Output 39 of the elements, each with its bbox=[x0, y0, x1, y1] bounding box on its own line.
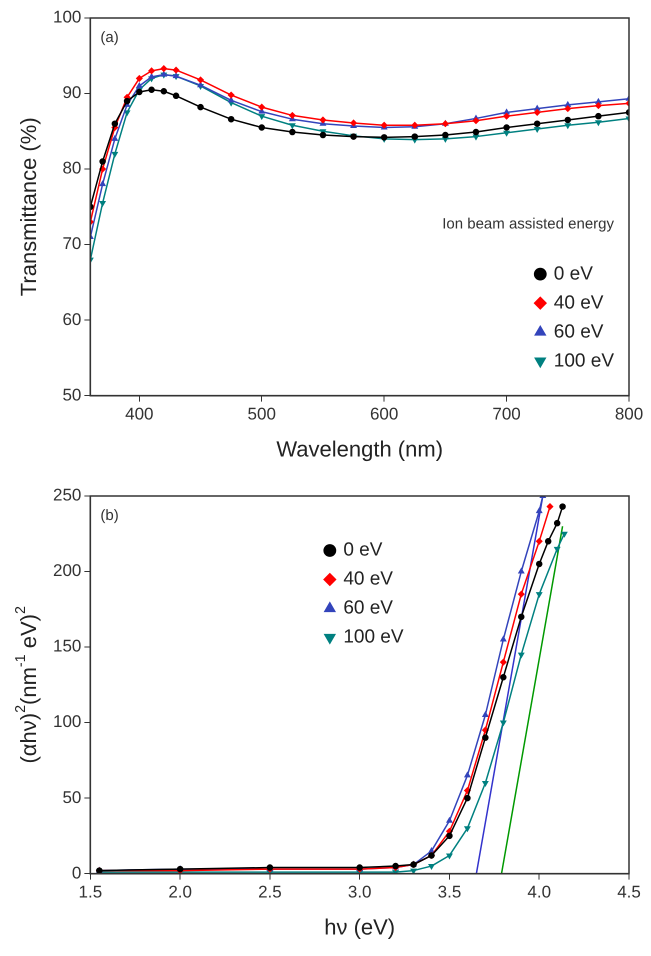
y-tick-label: 100 bbox=[52, 8, 82, 27]
legend-label: 100 eV bbox=[343, 626, 404, 648]
annotation: (b) bbox=[100, 507, 119, 524]
y-tick-label: 90 bbox=[62, 83, 82, 102]
x-tick-label: 2.5 bbox=[258, 882, 282, 902]
y-axis-title: (αhν)2(nm-1 eV)2 bbox=[13, 606, 42, 764]
y-tick-label: 250 bbox=[52, 486, 82, 505]
x-tick-label: 400 bbox=[125, 404, 154, 424]
x-tick-label: 1.5 bbox=[78, 882, 102, 902]
y-tick-label: 100 bbox=[52, 712, 82, 732]
y-tick-label: 70 bbox=[62, 234, 82, 254]
x-tick-label: 600 bbox=[370, 404, 398, 424]
x-tick-label: 4.0 bbox=[527, 882, 552, 902]
legend-label: 60 eV bbox=[554, 321, 604, 342]
x-tick-label: 4.5 bbox=[617, 882, 641, 902]
legend-title: Ion beam assisted energy bbox=[442, 216, 614, 233]
legend-label: 40 eV bbox=[554, 292, 604, 314]
legend-label: 100 eV bbox=[554, 350, 614, 372]
y-tick-label: 80 bbox=[62, 158, 82, 178]
y-tick-label: 150 bbox=[52, 636, 82, 656]
x-tick-label: 800 bbox=[614, 404, 644, 424]
x-tick-label: 3.5 bbox=[438, 882, 462, 902]
x-tick-label: 3.0 bbox=[348, 882, 372, 902]
x-tick-label: 500 bbox=[248, 404, 276, 424]
legend-label: 0 eV bbox=[343, 540, 383, 561]
y-tick-label: 0 bbox=[72, 863, 82, 882]
x-tick-label: 2.0 bbox=[168, 882, 192, 902]
x-axis-title: hν (eV) bbox=[324, 914, 396, 940]
y-tick-label: 200 bbox=[52, 561, 82, 580]
y-tick-label: 50 bbox=[62, 788, 82, 807]
annotation: (a) bbox=[100, 29, 119, 46]
legend-label: 40 eV bbox=[343, 568, 394, 590]
y-tick-label: 60 bbox=[62, 310, 82, 329]
x-axis-title: Wavelength (nm) bbox=[276, 436, 444, 462]
legend-label: 0 eV bbox=[554, 263, 594, 284]
legend-label: 60 eV bbox=[343, 598, 394, 619]
x-tick-label: 700 bbox=[492, 404, 521, 424]
y-axis-title: Transmittance (%) bbox=[16, 117, 42, 296]
y-tick-label: 50 bbox=[62, 385, 82, 404]
